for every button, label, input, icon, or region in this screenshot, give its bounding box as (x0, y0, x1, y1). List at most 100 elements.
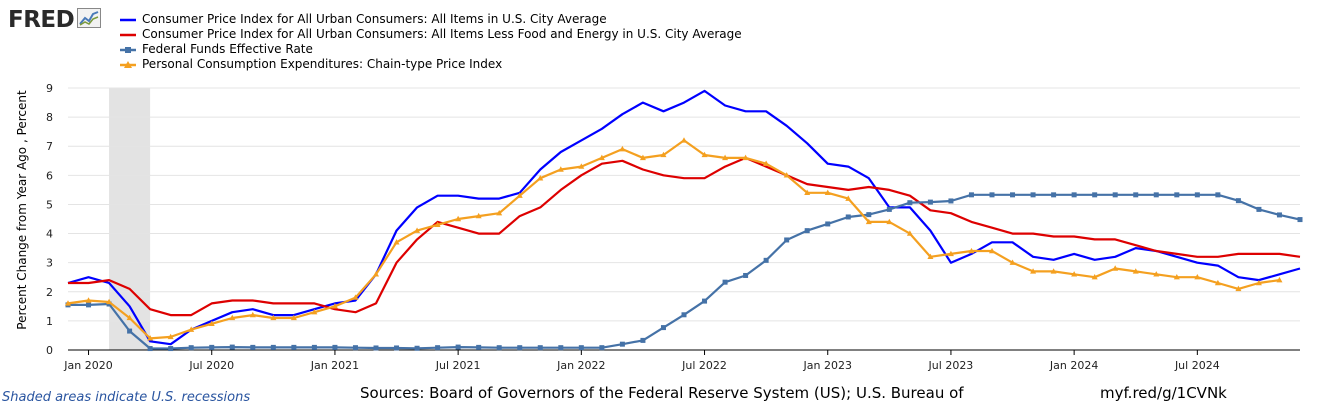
data-point-fed-funds (989, 192, 995, 198)
data-point-fed-funds (1215, 192, 1221, 198)
data-point-pce (434, 221, 441, 228)
data-point-fed-funds (1092, 192, 1098, 198)
data-point-fed-funds (188, 345, 194, 351)
y-tick-label: 2 (46, 286, 53, 299)
y-tick-label: 7 (46, 140, 53, 153)
data-point-pce (229, 314, 236, 321)
data-point-fed-funds (168, 346, 174, 352)
data-point-pce (167, 333, 174, 340)
data-point-pce (126, 314, 133, 321)
data-point-pce (1091, 274, 1098, 280)
x-tick-label: Jul 2021 (435, 359, 481, 372)
data-point-fed-funds (681, 312, 687, 318)
x-tick-label: Jan 2024 (1049, 359, 1098, 372)
data-point-pce (1173, 274, 1180, 280)
legend-item-pce[interactable]: Personal Consumption Expenditures: Chain… (120, 57, 742, 72)
data-point-fed-funds (927, 199, 933, 205)
data-point-pce (722, 154, 729, 161)
data-point-fed-funds (1071, 192, 1077, 198)
data-point-pce (496, 209, 503, 216)
short-url-link[interactable]: myf.red/g/1CVNk (1100, 384, 1227, 401)
data-point-pce (475, 212, 482, 219)
y-tick-label: 3 (46, 257, 53, 270)
data-point-fed-funds (229, 344, 235, 350)
data-point-pce (783, 172, 790, 178)
data-point-pce (352, 294, 359, 300)
fred-logo[interactable]: FRED (8, 7, 102, 33)
data-point-fed-funds (414, 345, 420, 351)
y-tick-label: 4 (46, 228, 53, 241)
data-point-pce (393, 239, 400, 245)
data-point-pce (290, 314, 297, 321)
data-point-pce (270, 314, 277, 321)
data-point-pce (660, 151, 667, 158)
data-point-fed-funds (578, 345, 584, 351)
data-point-fed-funds (1276, 212, 1282, 218)
data-point-fed-funds (455, 344, 461, 350)
data-point-fed-funds (1133, 192, 1139, 198)
data-point-pce (1194, 274, 1201, 280)
legend-swatch-fed-funds (120, 46, 136, 53)
data-point-pce (1009, 259, 1016, 265)
x-tick-label: Jan 2021 (310, 359, 359, 372)
data-point-fed-funds (127, 328, 133, 334)
x-tick-label: Jan 2022 (556, 359, 605, 372)
data-point-fed-funds (1297, 217, 1303, 223)
data-point-pce (1071, 271, 1078, 277)
data-point-pce (989, 247, 995, 254)
data-point-pce (311, 308, 318, 315)
data-point-fed-funds (1112, 192, 1118, 198)
data-point-fed-funds (804, 228, 810, 234)
data-point-pce (742, 154, 749, 161)
data-point-fed-funds (435, 345, 441, 351)
data-point-pce (208, 320, 215, 326)
legend-item-cpi[interactable]: Consumer Price Index for All Urban Consu… (120, 12, 742, 27)
x-tick-label: Jul 2020 (188, 359, 234, 372)
data-point-fed-funds (1256, 206, 1262, 212)
y-tick-label: 8 (46, 111, 53, 124)
data-point-fed-funds (394, 345, 400, 351)
data-point-fed-funds (845, 214, 851, 220)
data-point-pce (1132, 268, 1139, 274)
fred-chart-icon (77, 8, 102, 32)
data-point-pce (681, 137, 687, 143)
chart-legend: Consumer Price Index for All Urban Consu… (120, 12, 742, 72)
data-point-pce (65, 300, 71, 306)
data-point-fed-funds (1153, 192, 1159, 198)
data-point-fed-funds (476, 344, 482, 350)
series-line-cpi (67, 89, 1301, 346)
legend-swatch-core-cpi (120, 33, 136, 36)
data-point-fed-funds (1194, 192, 1200, 198)
data-point-pce (1235, 285, 1242, 292)
data-point-fed-funds (1030, 192, 1036, 198)
data-point-fed-funds (1174, 192, 1180, 198)
data-point-pce (1214, 279, 1221, 286)
series-line-fed-funds (68, 193, 1301, 350)
data-point-fed-funds (743, 272, 749, 278)
legend-item-core-cpi[interactable]: Consumer Price Index for All Urban Consu… (120, 27, 742, 42)
data-point-fed-funds (1051, 192, 1057, 198)
data-point-fed-funds (825, 221, 831, 227)
data-point-fed-funds (702, 298, 708, 304)
data-point-pce (1112, 265, 1119, 271)
legend-item-fed-funds[interactable]: Federal Funds Effective Rate (120, 42, 742, 57)
data-point-pce (927, 253, 934, 260)
data-point-fed-funds (763, 257, 769, 263)
data-point-pce (249, 311, 256, 318)
data-point-fed-funds (558, 345, 564, 351)
data-point-fed-funds (1010, 192, 1016, 198)
x-tick-label: Jul 2022 (681, 359, 727, 372)
data-point-pce (1276, 276, 1283, 283)
data-point-pce (1153, 271, 1160, 277)
legend-label-core-cpi: Consumer Price Index for All Urban Consu… (142, 27, 742, 41)
data-point-pce (824, 189, 831, 195)
data-point-fed-funds (1235, 198, 1241, 204)
data-point-pce (639, 154, 646, 161)
data-point-fed-funds (619, 341, 625, 347)
data-point-pce (331, 303, 338, 309)
data-point-fed-funds (86, 302, 92, 308)
data-point-pce (106, 298, 113, 305)
data-point-fed-funds (311, 344, 317, 350)
